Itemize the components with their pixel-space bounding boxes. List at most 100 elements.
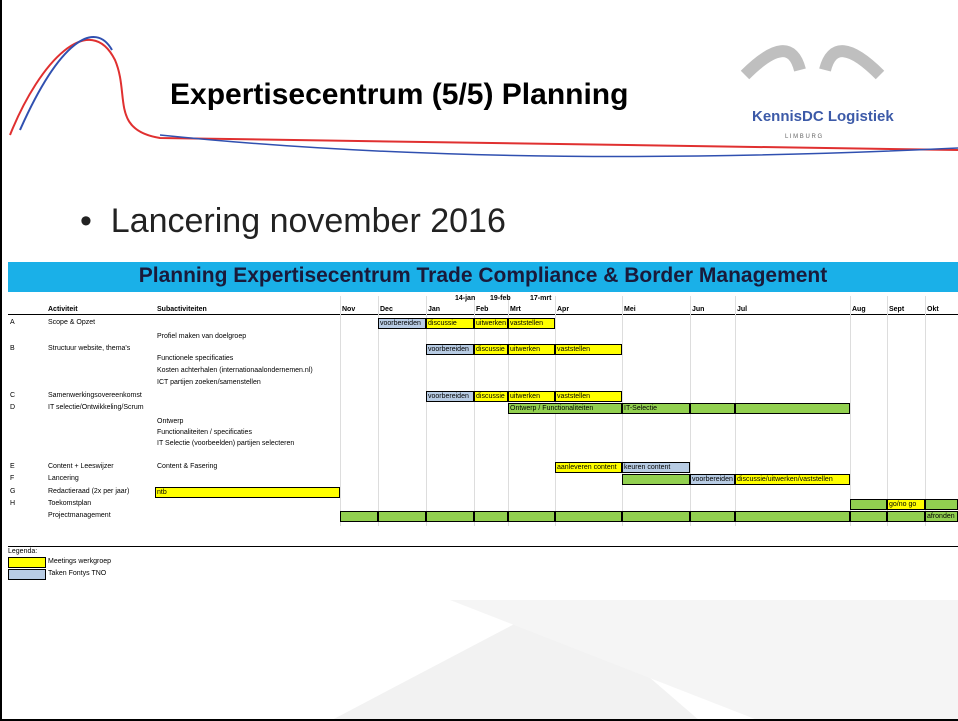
gantt-bar: uitwerken [474,318,508,329]
subactivity: Profiel maken van doelgroep [157,333,247,340]
gantt-bar [850,499,887,510]
month-label: Sept [889,306,905,313]
subactivity: Functionaliteiten / specificaties [157,429,252,436]
legend-label: Taken Fontys TNO [48,570,107,577]
legend-swatch [8,557,46,568]
row-code: B [10,345,15,352]
gantt-bar: vaststellen [555,344,622,355]
row-code: H [10,500,16,507]
month-label: Dec [380,306,393,313]
row-code: E [10,463,15,470]
month-label: Mrt [510,306,521,313]
row-code: G [10,488,16,495]
subactivity: IT Selectie (voorbeelden) partijen selec… [157,440,295,447]
gantt-bar [690,511,735,522]
gantt-bar: discussie [426,318,474,329]
subactivity: Ontwerp [157,418,184,425]
grid-line [378,296,379,526]
row-code: A [10,319,15,326]
gantt-bar: IT-Selectie [622,403,690,414]
month-label: Nov [342,306,356,313]
gantt-bar [925,499,958,510]
row-code: C [10,392,16,399]
month-label: Feb [476,306,489,313]
gantt-bar [340,511,378,522]
date-label: 19-feb [490,295,511,302]
bullet-text: Lancering november 2016 [110,202,506,240]
gantt-bar [622,474,690,485]
gantt-bar [850,511,887,522]
gantt-bar [622,511,690,522]
row-code: F [10,475,15,482]
activity: Samenwerkingsovereenkomst [48,392,142,399]
gantt-bar: uitwerken [508,391,555,402]
activity: IT selectie/Ontwikkeling/Scrum [48,404,144,411]
gantt-bar: afronden [925,511,958,522]
gantt-bar: aanleveren content [555,462,622,473]
date-label: 14-jan [455,295,476,302]
subactivity: Functionele specificaties [157,355,234,362]
gantt-bar: keuren content [622,462,690,473]
grid-line [340,296,341,526]
subactivity: ICT partijen zoeken/samenstellen [157,379,261,386]
grid-line [8,314,958,315]
gantt-bar [426,511,474,522]
grid-line [887,296,888,526]
gantt-bar: voorbereiden [426,344,474,355]
gantt-bar [508,511,555,522]
gantt-bar [735,511,850,522]
activity: Content + Leeswijzer [48,463,114,470]
gantt-bar: voorbereiden [378,318,426,329]
gantt-bar: Ontwerp / Functionaliteiten [508,403,622,414]
date-label: 17-mrt [530,295,552,302]
gantt-bar [887,511,925,522]
gantt-bar [378,511,426,522]
legend-swatch [8,569,46,580]
title: Expertisecentrum (5/5) Planning [170,78,629,111]
gantt-bar: voorbereiden [426,391,474,402]
logo: KennisDC Logistiek [752,108,894,125]
sheet-title: Planning Expertisecentrum Trade Complian… [138,264,828,287]
activity: Redactieraad (2x per jaar) [48,488,130,495]
grid-line [426,296,427,526]
gantt-bar: go/no go [887,499,925,510]
activity: Structuur website, thema's [48,345,131,352]
month-label: Aug [852,306,866,313]
grid-line [850,296,851,526]
grid-line [925,296,926,526]
col-header: Activiteit [48,306,78,313]
month-label: Apr [557,306,570,313]
gantt-bar: discussie [474,344,508,355]
logo-sub: L I M B U R G [785,134,823,140]
gantt-bar: ntb [155,487,340,498]
activity: Toekomstplan [48,500,92,507]
month-label: Mei [624,306,636,313]
legend-title: Legenda: [8,548,38,555]
month-label: Jun [692,306,705,313]
gantt-bar: vaststellen [508,318,555,329]
grid-line [474,296,475,526]
activity: Scope & Opzet [48,319,96,326]
activity: Lancering [48,475,79,482]
gantt-bar [690,403,735,414]
bullet: • Lancering november 2016 [80,202,506,240]
col-header: Subactiviteiten [157,306,207,313]
gantt-bar: discussie/uitwerken/vaststellen [735,474,850,485]
subactivity: Content & Fasering [157,463,218,470]
gantt-bar [474,511,508,522]
gantt-bar [735,403,850,414]
month-label: Jul [737,306,748,313]
legend-label: Meetings werkgroep [48,558,112,565]
grid-line [8,546,958,547]
gantt-bar [555,511,622,522]
subactivity: Kosten achterhalen (internationaalondern… [157,367,313,374]
month-label: Okt [927,306,939,313]
gantt-bar: voorbereiden [690,474,735,485]
gantt-bar: vaststellen [555,391,622,402]
row-code: D [10,404,16,411]
gantt-bar: uitwerken [508,344,555,355]
gantt-bar: discussie [474,391,508,402]
month-label: Jan [428,306,441,313]
